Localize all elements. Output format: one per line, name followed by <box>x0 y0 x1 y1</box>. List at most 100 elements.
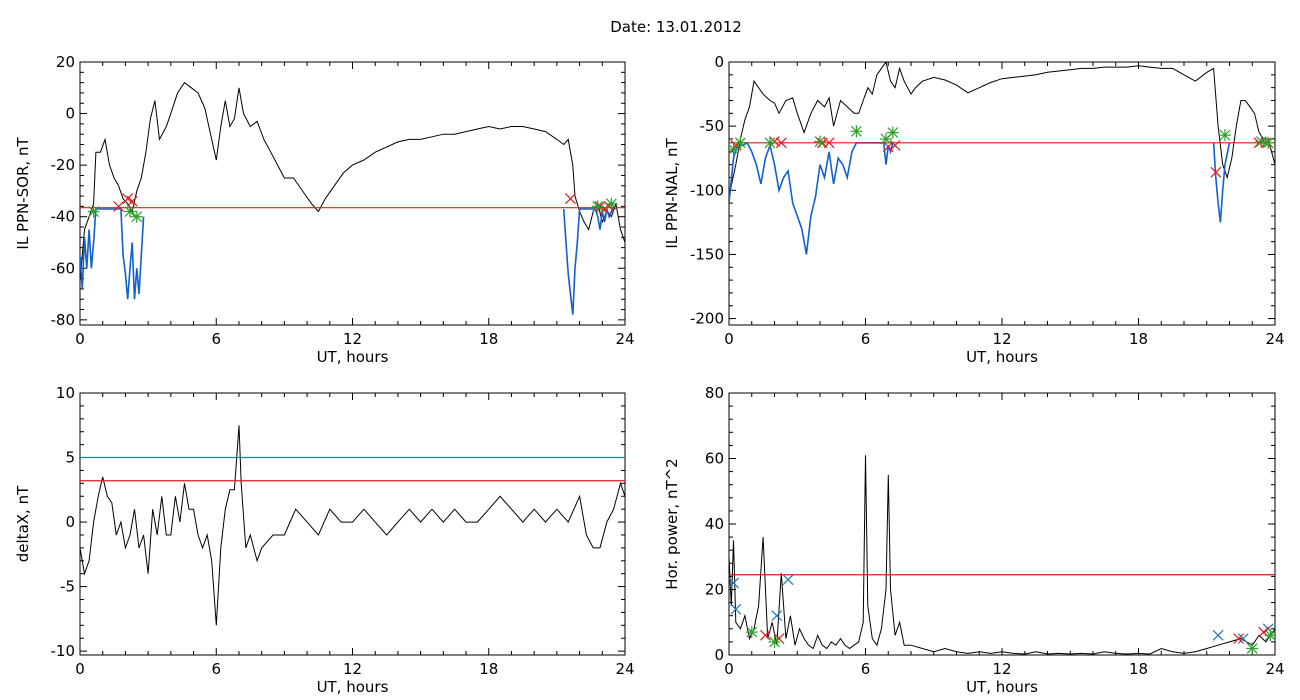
y-tick-label: -60 <box>51 259 76 277</box>
asterisk-marker <box>1246 642 1259 655</box>
x-tick-label: 18 <box>479 330 498 348</box>
y-tick-label: 5 <box>65 449 75 467</box>
y-tick-label: -20 <box>51 156 76 174</box>
y-axis-label: IL PPN-NAL, nT <box>663 138 681 249</box>
x-marker <box>882 141 894 153</box>
x-axis-label: UT, hours <box>317 678 389 696</box>
data-layer <box>80 81 625 315</box>
x-tick-label: 18 <box>479 660 498 678</box>
x-marker <box>126 195 138 207</box>
asterisk-marker <box>886 126 899 139</box>
x-marker <box>1210 166 1222 178</box>
asterisk-marker <box>814 135 826 148</box>
x-marker <box>782 574 794 586</box>
x-marker <box>823 137 835 149</box>
asterisk-marker <box>1264 629 1275 642</box>
y-tick-label: -200 <box>690 310 724 328</box>
x-tick-label: 12 <box>343 660 362 678</box>
y-tick-label: 0 <box>714 53 724 71</box>
plot-frame <box>79 392 626 656</box>
x-marker <box>565 193 576 205</box>
plot-frame <box>728 392 1276 656</box>
asterisk-marker <box>605 197 618 210</box>
y-tick-label: -80 <box>51 311 76 329</box>
chart-panel-1: 0 6 12 18 24 20 0 -20 -40 -60 -80 UT, hours IL PPN-S… <box>14 53 635 366</box>
series-line-1 <box>80 81 625 282</box>
x-marker <box>759 629 771 641</box>
y-tick-label: 40 <box>705 515 724 533</box>
x-tick-label: 18 <box>1129 660 1148 678</box>
x-tick-label: 0 <box>724 660 734 678</box>
y-tick-label: -40 <box>51 208 76 226</box>
y-tick-label: -50 <box>700 117 725 135</box>
data-layer <box>729 455 1275 655</box>
y-tick-label: -150 <box>690 245 724 263</box>
series-line-2 <box>80 204 617 315</box>
series-line-1 <box>729 455 1275 655</box>
plot-frame <box>79 61 626 326</box>
x-tick-label: 24 <box>615 660 634 678</box>
y-tick-label: 0 <box>714 646 724 664</box>
x-tick-label: 6 <box>211 330 221 348</box>
x-tick-label: 0 <box>724 330 734 348</box>
asterisk-marker <box>850 125 863 138</box>
x-tick-label: 24 <box>1265 330 1284 348</box>
x-tick-label: 24 <box>615 330 634 348</box>
chart-panel-2: 0 6 12 18 24 0 -50 -100 -150 -200 UT, hours IL PPN-… <box>663 53 1285 366</box>
x-marker <box>729 577 739 589</box>
y-axis-label: Hor. power, nT^2 <box>663 458 681 589</box>
y-tick-label: -100 <box>690 181 724 199</box>
x-marker <box>1237 633 1249 645</box>
x-tick-label: 0 <box>75 330 85 348</box>
asterisk-marker <box>1255 135 1268 148</box>
series-line-1 <box>80 425 625 626</box>
y-tick-label: -5 <box>60 578 75 596</box>
asterisk-marker <box>734 136 747 149</box>
x-marker <box>889 139 901 151</box>
page-title: Date: 13.01.2012 <box>610 18 742 36</box>
x-marker <box>771 610 783 622</box>
y-tick-label: 20 <box>56 53 75 71</box>
x-tick-label: 0 <box>75 660 85 678</box>
x-tick-label: 12 <box>343 330 362 348</box>
asterisk-marker <box>123 205 136 218</box>
chart-panel-3: 0 6 12 18 24 10 5 0 -5 -10 UT, hours deltaX, nT <box>14 384 635 696</box>
x-axis-label: UT, hours <box>966 678 1038 696</box>
asterisk-marker <box>745 626 758 639</box>
x-axis-label: UT, hours <box>966 348 1038 366</box>
y-axis-label: deltaX, nT <box>14 485 32 562</box>
x-tick-label: 12 <box>992 330 1011 348</box>
x-tick-label: 18 <box>1129 330 1148 348</box>
x-axis-label: UT, hours <box>317 348 389 366</box>
data-layer <box>729 62 1275 255</box>
x-marker <box>1233 633 1245 645</box>
x-tick-label: 6 <box>211 660 221 678</box>
series-line-2 <box>729 141 1231 255</box>
y-axis-label: IL PPN-SOR, nT <box>14 137 32 250</box>
asterisk-marker <box>1218 129 1231 142</box>
x-marker <box>1212 629 1224 641</box>
y-tick-label: 80 <box>705 384 724 402</box>
x-marker <box>730 603 742 615</box>
series-line-1 <box>729 62 1275 197</box>
asterisk-marker <box>87 205 100 218</box>
x-tick-label: 12 <box>992 660 1011 678</box>
chart-panel-4: 0 6 12 18 24 80 60 40 20 0 UT, hours Hor. power, nT… <box>663 384 1285 696</box>
y-tick-label: -10 <box>51 642 76 660</box>
plot-frame <box>728 61 1276 326</box>
x-marker <box>775 137 787 149</box>
x-tick-label: 6 <box>861 660 871 678</box>
y-tick-label: 60 <box>705 450 724 468</box>
y-tick-label: 20 <box>705 581 724 599</box>
data-layer <box>80 425 625 626</box>
x-tick-label: 24 <box>1265 660 1284 678</box>
asterisk-marker <box>130 210 143 223</box>
x-marker <box>113 200 125 212</box>
y-tick-label: 0 <box>65 105 75 123</box>
x-marker <box>1262 623 1274 635</box>
y-tick-label: 0 <box>65 513 75 531</box>
asterisk-marker <box>1262 136 1275 149</box>
asterisk-marker <box>591 200 604 213</box>
x-tick-label: 6 <box>861 330 871 348</box>
